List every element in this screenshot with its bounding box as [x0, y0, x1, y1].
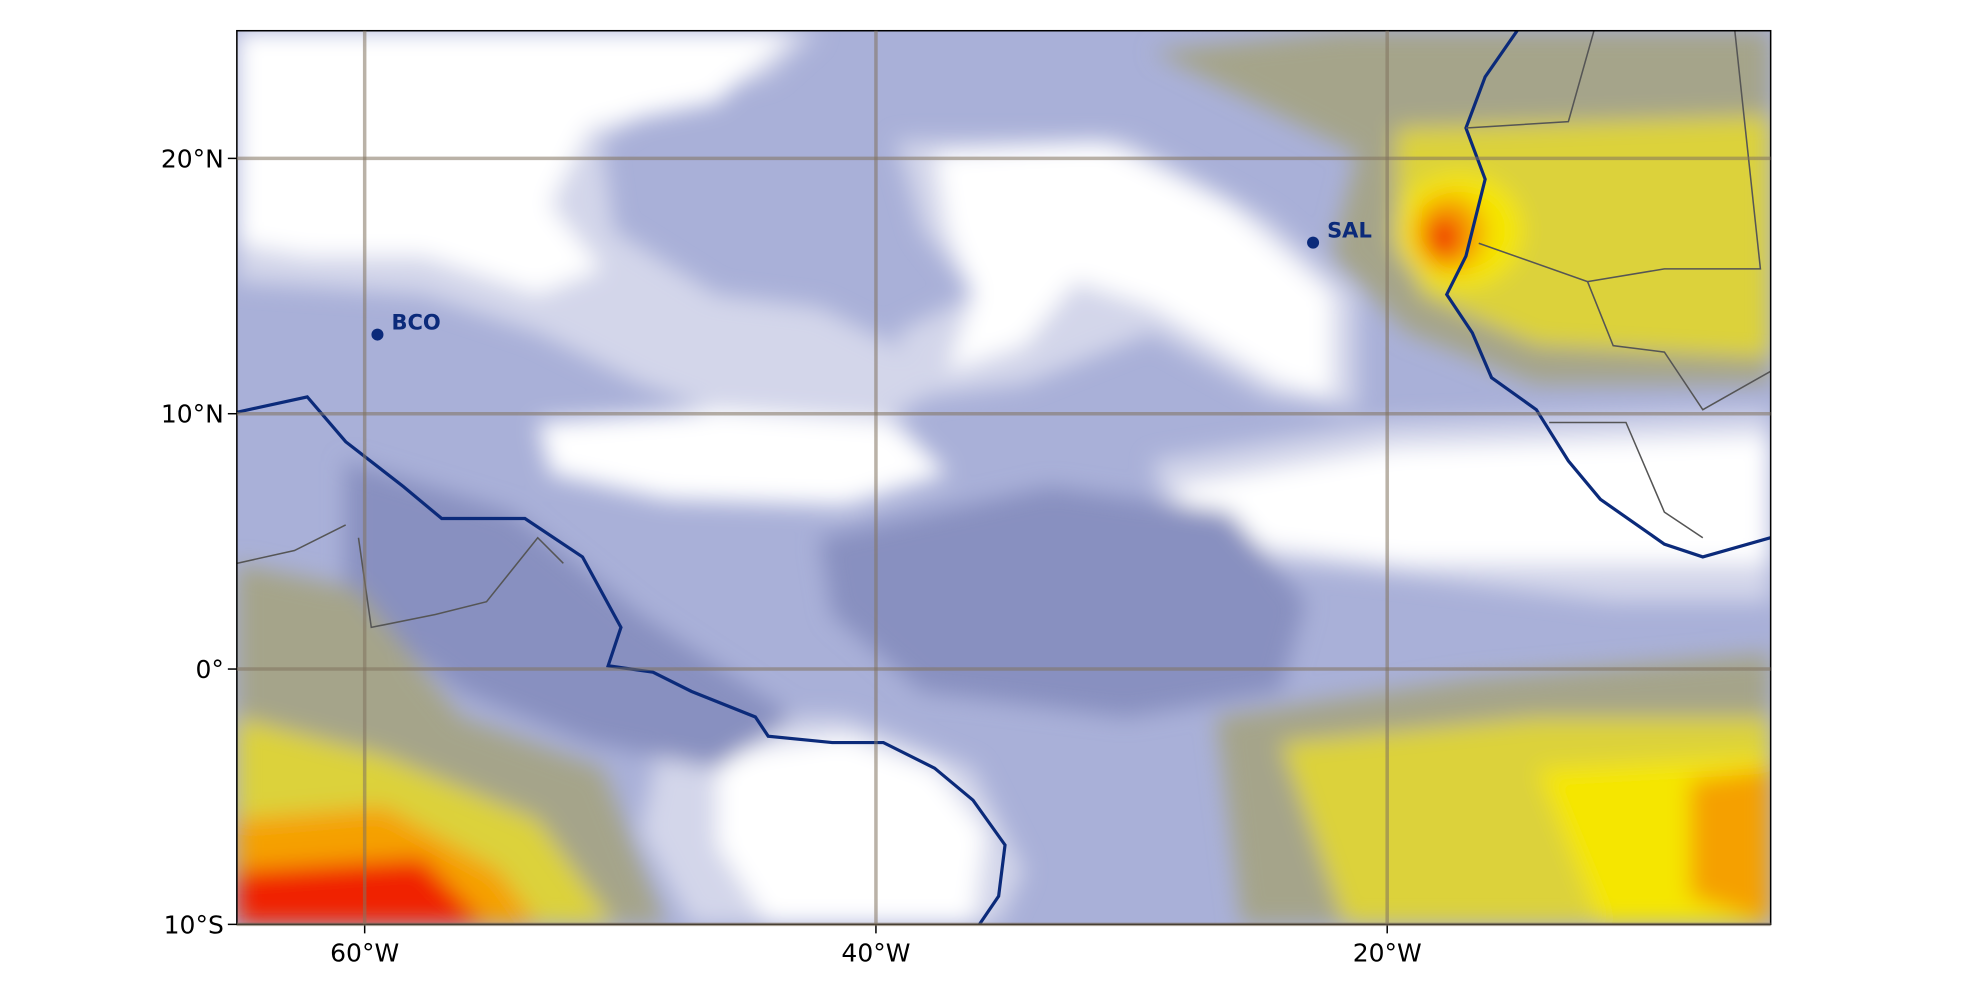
x-tick-label: 40°W [841, 938, 910, 967]
y-tick-label: 10°N [161, 400, 224, 429]
map-layer [236, 29, 1772, 926]
station-marker [371, 328, 384, 341]
x-tick-label: 20°W [1353, 938, 1422, 967]
station-label: BCO [391, 311, 440, 335]
y-tick-label: 0° [195, 655, 223, 684]
y-tick-label: 20°N [161, 144, 224, 173]
x-tick-label: 60°W [330, 938, 399, 967]
y-tick-label: 10°S [164, 910, 224, 939]
overlay: 60°W 40°W 20°W 20°N 10°N 0° 10°S BCO SAL [161, 30, 1771, 967]
station-label: SAL [1327, 219, 1372, 243]
field [236, 30, 1771, 925]
station-marker [1307, 236, 1320, 249]
